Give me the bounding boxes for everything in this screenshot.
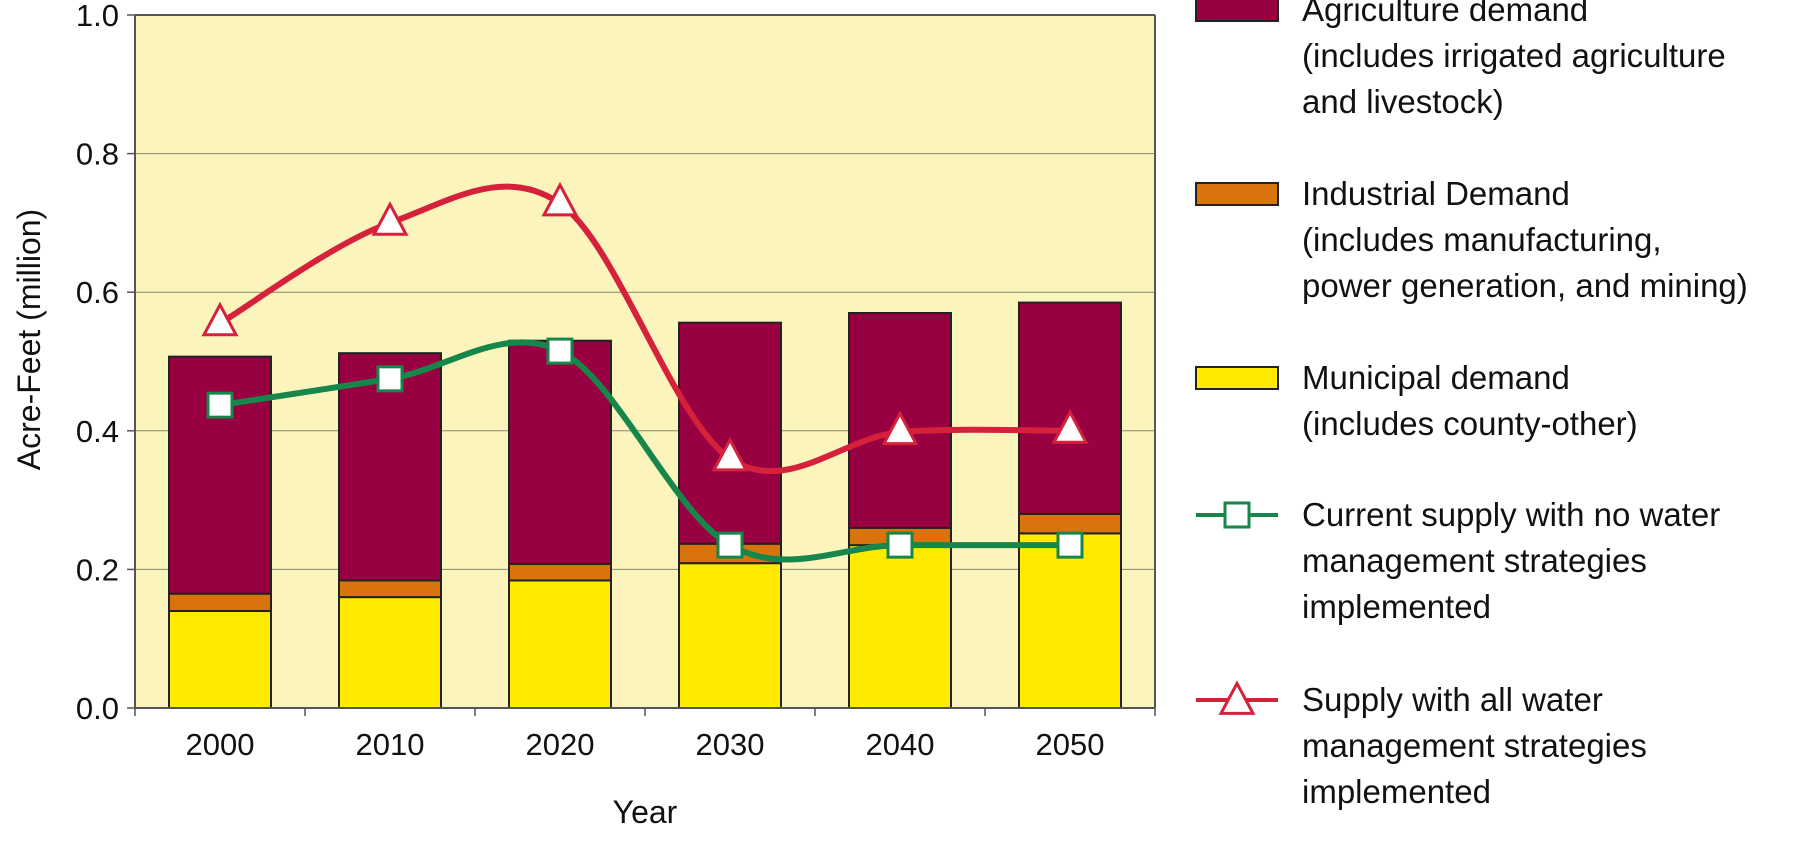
- y-tick-label: 0.6: [76, 275, 119, 310]
- x-tick-label: 2050: [1036, 727, 1105, 762]
- legend-label: implemented: [1302, 773, 1491, 810]
- x-tick-label: 2010: [356, 727, 425, 762]
- x-tick-label: 2020: [526, 727, 595, 762]
- bar-segment: [1018, 512, 1122, 535]
- supply-lines: [201, 181, 1089, 563]
- x-tick-label: 2030: [696, 727, 765, 762]
- legend-item: Agriculture demand (includes irrigated ag…: [1195, 0, 1726, 120]
- bar-segment: [338, 596, 442, 709]
- legend-label: Municipal demand: [1302, 359, 1570, 396]
- bar-segment: [338, 579, 442, 599]
- y-tick-label: 0.8: [76, 137, 119, 172]
- y-tick-label: 0.2: [76, 552, 119, 587]
- legend: Agriculture demand (includes irrigated ag…: [1195, 0, 1748, 810]
- legend-label: power generation, and mining): [1302, 267, 1748, 304]
- legend-label: (includes county-other): [1302, 405, 1638, 442]
- legend-item: Current supply with no water management s…: [1196, 496, 1720, 625]
- square-marker: [716, 531, 744, 559]
- legend-label: implemented: [1302, 588, 1491, 625]
- legend-label: Current supply with no water: [1302, 496, 1720, 533]
- y-axis-title: Acre-Feet (million): [11, 209, 47, 470]
- plot-area: [135, 15, 1155, 708]
- legend-swatch: [1195, 182, 1279, 206]
- axes: [127, 14, 1156, 716]
- legend-item: Industrial Demand (includes manufacturing…: [1195, 175, 1748, 304]
- triangle-marker: [1051, 409, 1089, 444]
- x-tick-label: 2000: [186, 727, 255, 762]
- x-axis-title: Year: [613, 794, 678, 830]
- bar-segment: [678, 321, 782, 545]
- triangle-marker: [711, 436, 749, 472]
- bar-segment: [678, 562, 782, 710]
- square-marker: [886, 531, 914, 559]
- series-line: [219, 339, 1070, 563]
- legend-label: (includes manufacturing,: [1302, 221, 1662, 258]
- legend-label: Supply with all water: [1302, 681, 1603, 718]
- legend-triangle-marker: [1218, 680, 1256, 715]
- bar-segment: [508, 562, 612, 582]
- tick-labels: 0.0 0.2 0.4 0.6 0.8 1.0 2000 2010 2020 2030 2040 20…: [76, 0, 1105, 762]
- legend-label: Agriculture demand: [1302, 0, 1588, 28]
- legend-item: Supply with all water management strategi…: [1196, 680, 1647, 810]
- triangle-marker: [541, 181, 579, 217]
- legend-swatch: [1195, 366, 1279, 390]
- legend-label: (includes irrigated agriculture: [1302, 37, 1726, 74]
- y-tick-label: 0.0: [76, 691, 119, 726]
- legend-label: and livestock): [1302, 83, 1504, 120]
- bar-segment: [1018, 301, 1122, 515]
- legend-label: management strategies: [1302, 727, 1647, 764]
- plot-background: [135, 15, 1155, 708]
- bar-segment: [1018, 532, 1122, 710]
- square-marker: [1056, 531, 1084, 559]
- triangle-marker: [881, 410, 919, 446]
- bar-segment: [168, 592, 272, 612]
- legend-square-marker: [1223, 501, 1251, 529]
- legend-swatch: [1195, 0, 1279, 22]
- legend-label: Industrial Demand: [1302, 175, 1570, 212]
- bar-segment: [508, 339, 612, 565]
- square-marker: [376, 365, 404, 393]
- bar-segment: [168, 609, 272, 709]
- bar-segment: [848, 544, 952, 710]
- triangle-marker: [201, 301, 239, 337]
- square-marker: [546, 337, 574, 365]
- legend-label: management strategies: [1302, 542, 1647, 579]
- bar-segment: [508, 579, 612, 709]
- legend-item: Municipal demand (includes county-other): [1195, 359, 1638, 442]
- y-tick-label: 1.0: [76, 0, 119, 33]
- square-marker: [206, 391, 234, 419]
- y-tick-label: 0.4: [76, 414, 119, 449]
- x-tick-label: 2040: [866, 727, 935, 762]
- triangle-marker: [371, 201, 409, 236]
